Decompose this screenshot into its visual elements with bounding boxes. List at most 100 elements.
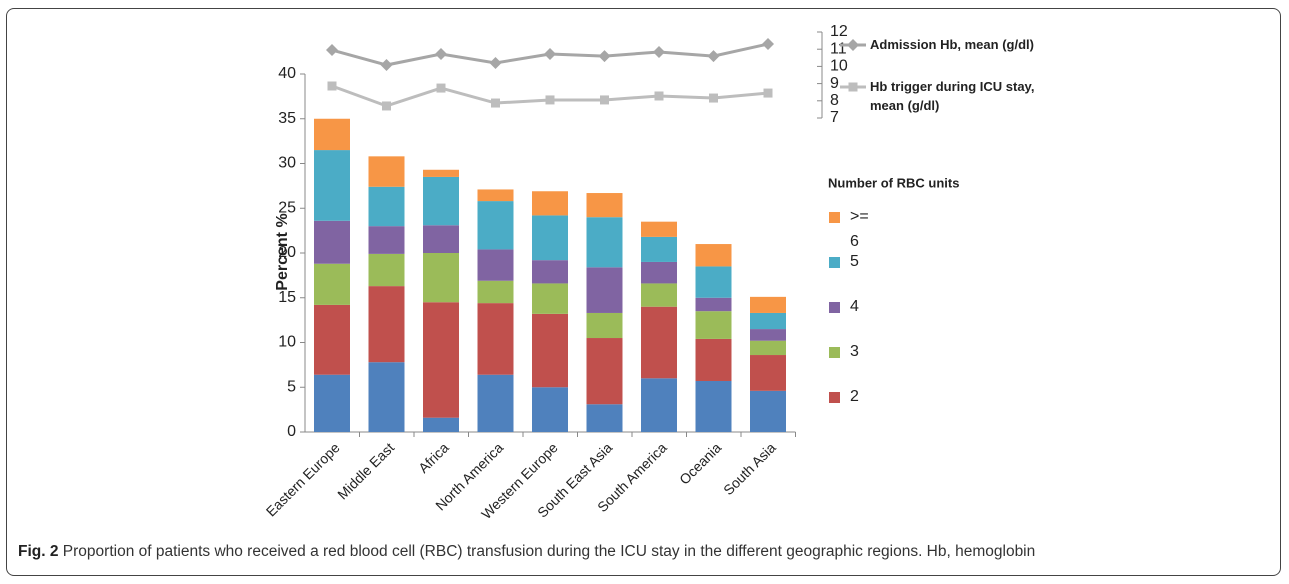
bar-segment <box>695 266 732 298</box>
bar-segment <box>695 244 732 267</box>
line-marker <box>380 59 393 72</box>
line-marker <box>600 95 609 105</box>
bar-segment <box>641 236 677 262</box>
caption-label: Fig. 2 <box>18 543 59 560</box>
bar-segment <box>368 156 405 187</box>
y-axis-label: Percent % <box>274 213 291 290</box>
bar-segment <box>314 304 350 375</box>
line-marker <box>491 98 500 108</box>
bar-segment <box>641 221 677 237</box>
legend-marker <box>848 82 858 92</box>
bar-segment <box>532 387 568 432</box>
y-tick-label: 25 <box>278 199 296 216</box>
bar-segment <box>423 225 459 253</box>
legend-label: Hb trigger during ICU stay, mean (g/dl) <box>870 79 1035 113</box>
bar-segment <box>477 249 514 281</box>
bar-segment <box>750 390 786 432</box>
line-marker <box>762 38 774 51</box>
y-tick-label: 10 <box>278 334 296 351</box>
frame <box>6 8 1281 576</box>
y-tick-label: 30 <box>278 155 296 172</box>
bar-segment <box>314 374 350 432</box>
line-marker <box>545 95 555 105</box>
line-marker <box>654 91 664 101</box>
line-marker <box>709 93 718 103</box>
bar-segment <box>477 303 514 375</box>
line-marker <box>327 81 337 91</box>
bar-segment <box>750 340 786 356</box>
legend-swatch <box>829 302 840 313</box>
bar-segment <box>586 217 623 268</box>
y2-tick-label: 11 <box>830 40 847 57</box>
bar-segment <box>750 355 786 391</box>
bar-segment <box>314 220 350 264</box>
bar-segment <box>532 313 568 388</box>
bar-segment <box>750 296 786 313</box>
bar-segment <box>314 150 350 221</box>
bar-segment <box>314 118 350 151</box>
line-marker <box>436 83 446 93</box>
bar-segment <box>532 191 568 216</box>
y2-tick-label: 10 <box>830 58 848 75</box>
line-marker <box>763 88 773 98</box>
bar-segment <box>695 297 732 312</box>
bar-segment <box>423 253 459 303</box>
bar-segment <box>586 338 623 405</box>
bar-segment <box>695 380 732 432</box>
line-marker <box>382 101 391 111</box>
bar-segment <box>750 312 786 330</box>
y-tick-label: 35 <box>278 110 296 127</box>
bar-segment <box>368 286 405 363</box>
legend-label: 4 <box>850 298 859 315</box>
bar-segment <box>586 193 623 218</box>
bar-segment <box>586 267 623 313</box>
legend-title: Number of RBC units <box>828 175 959 190</box>
bar-segment <box>641 283 677 307</box>
y-tick-label: 0 <box>287 423 296 440</box>
bar-segment <box>477 201 514 250</box>
y-tick-label: 15 <box>278 289 296 306</box>
bar-segment <box>750 329 786 341</box>
bar-segment <box>477 280 514 304</box>
line-marker <box>598 50 611 63</box>
line-marker <box>435 48 447 61</box>
bar-segment <box>641 261 677 284</box>
bar-segment <box>423 302 459 418</box>
y-tick-label: 5 <box>287 378 296 395</box>
legend-marker <box>847 39 859 51</box>
bar-segment <box>423 176 459 226</box>
bar-segment <box>368 362 405 432</box>
bar-segment <box>586 404 623 432</box>
bar-segment <box>641 306 677 379</box>
x-tick-label: Eastern Europe <box>263 439 343 519</box>
x-tick-label: South Asia <box>720 439 779 498</box>
x-tick-label: Oceania <box>676 439 724 487</box>
bar-segment <box>423 169 459 177</box>
legend-label: 5 <box>850 253 859 270</box>
y2-tick-label: 7 <box>830 109 839 126</box>
bar-segment <box>695 311 732 339</box>
legend-swatch <box>829 257 840 268</box>
legend-swatch <box>829 392 840 403</box>
bar-segment <box>477 189 514 202</box>
legend-label: Admission Hb, mean (g/dl) <box>870 37 1034 52</box>
line-marker <box>326 44 338 57</box>
legend-swatch <box>829 212 840 223</box>
y2-tick-label: 12 <box>830 23 848 40</box>
bar-segment <box>423 417 459 432</box>
x-tick-label: Africa <box>415 439 452 476</box>
chart: Percent % Number of RBC units 0 5 10 15 20 25… <box>263 23 960 522</box>
bar-segment <box>532 260 568 284</box>
bar-segment <box>532 215 568 261</box>
bar-segment <box>368 226 405 254</box>
x-tick-label: Middle East <box>334 439 397 502</box>
bar-segment <box>368 186 405 227</box>
bar-segment <box>586 312 623 339</box>
legend-label: 3 <box>850 343 859 360</box>
y-tick-label: 20 <box>278 244 296 261</box>
caption: Fig. 2 Proportion of patients who receiv… <box>18 543 1035 561</box>
legend-swatch <box>829 347 840 358</box>
y2-tick-label: 8 <box>830 92 839 109</box>
bar-segment <box>532 283 568 314</box>
